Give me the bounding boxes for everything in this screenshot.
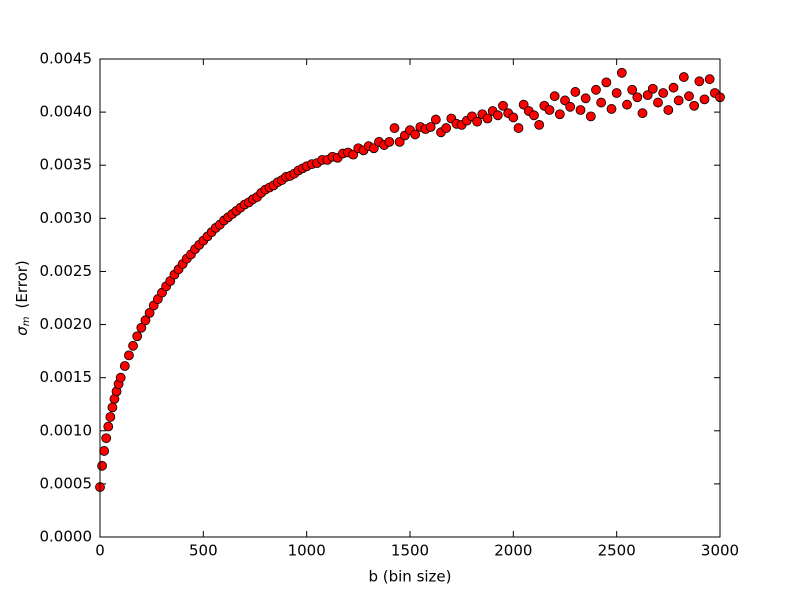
point	[544, 105, 555, 115]
point	[673, 95, 684, 106]
point	[627, 84, 638, 95]
x-axis-label: b (bin size)	[368, 568, 451, 586]
point	[529, 110, 539, 121]
point	[97, 460, 107, 471]
point	[441, 123, 452, 133]
point	[132, 331, 143, 342]
point	[554, 109, 565, 120]
point	[119, 361, 130, 371]
point	[348, 149, 359, 160]
point	[616, 67, 627, 78]
point	[389, 123, 400, 133]
point	[684, 91, 694, 102]
point	[492, 110, 503, 121]
y-tick-label: 0.0045	[40, 50, 93, 68]
y-tick-label: 0.0020	[40, 315, 93, 333]
y-axis-label: σm (Error)	[13, 260, 33, 336]
y-label-subscript: m	[21, 316, 32, 326]
x-tick-label: 3000	[701, 542, 739, 560]
point	[140, 315, 151, 326]
point	[384, 136, 395, 147]
x-tick-label: 1500	[391, 542, 429, 560]
y-tick-label: 0.0005	[40, 474, 93, 492]
point	[101, 433, 112, 444]
point	[591, 84, 601, 95]
y-tick-label: 0.0000	[40, 528, 93, 546]
point	[704, 74, 715, 85]
point	[606, 104, 617, 114]
point	[663, 105, 674, 115]
point	[575, 105, 586, 115]
point	[472, 116, 483, 127]
point	[136, 322, 147, 333]
point	[128, 340, 138, 351]
y-label-text: (Error)	[13, 260, 31, 308]
point	[103, 421, 114, 432]
point	[534, 119, 545, 130]
x-tick-label: 1000	[288, 542, 326, 560]
y-tick-label: 0.0010	[40, 421, 93, 439]
point	[105, 412, 116, 422]
plot-frame	[99, 58, 721, 538]
point	[570, 87, 581, 97]
y-tick-label: 0.0030	[40, 209, 93, 227]
point	[425, 122, 436, 132]
x-tick-label: 2000	[494, 542, 532, 560]
point	[601, 77, 612, 88]
point	[394, 136, 405, 147]
point	[678, 72, 689, 82]
point	[124, 350, 134, 361]
point	[565, 101, 576, 112]
point	[699, 94, 710, 105]
point	[560, 95, 570, 106]
point	[668, 82, 679, 93]
y-tick-label: 0.0015	[40, 368, 93, 386]
point	[498, 100, 508, 111]
y-tick-label: 0.0035	[40, 156, 93, 174]
point	[518, 99, 529, 110]
point	[653, 97, 663, 108]
point	[658, 88, 669, 98]
point	[647, 83, 658, 94]
point	[596, 97, 607, 108]
y-tick-label: 0.0025	[40, 262, 93, 280]
point	[585, 111, 596, 122]
point	[513, 123, 524, 133]
x-tick-label: 0	[95, 542, 105, 560]
point	[410, 129, 421, 140]
point	[115, 372, 126, 383]
point	[482, 113, 493, 124]
point	[694, 76, 705, 87]
point	[368, 143, 379, 154]
point	[99, 446, 110, 456]
point	[580, 93, 591, 104]
point	[144, 307, 155, 318]
point	[508, 112, 519, 123]
point	[107, 402, 118, 413]
x-tick-label: 2500	[598, 542, 636, 560]
point	[611, 88, 622, 98]
point	[430, 114, 441, 125]
x-tick-label: 500	[189, 542, 218, 560]
y-label-symbol: σ	[13, 326, 31, 336]
point	[632, 92, 643, 103]
point	[622, 99, 632, 110]
point	[637, 108, 648, 119]
point	[689, 100, 700, 111]
y-tick-label: 0.0040	[40, 103, 93, 121]
point	[549, 91, 560, 102]
point	[642, 90, 653, 101]
